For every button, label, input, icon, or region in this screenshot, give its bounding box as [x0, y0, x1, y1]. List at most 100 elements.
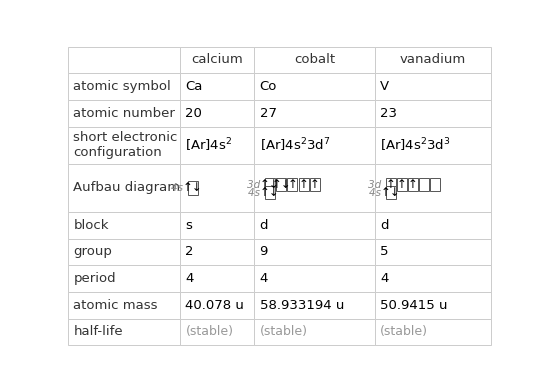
Bar — [397, 178, 407, 191]
Bar — [375, 47, 491, 73]
Text: $\mathregular{[Ar]4s^23d^7}$: $\mathregular{[Ar]4s^23d^7}$ — [259, 137, 330, 154]
Text: ↑↓: ↑↓ — [260, 178, 280, 191]
Text: 2: 2 — [186, 246, 194, 258]
Bar — [299, 178, 308, 191]
Text: ↑↓: ↑↓ — [260, 186, 280, 199]
Text: 23: 23 — [380, 107, 397, 120]
Text: 4: 4 — [380, 272, 389, 285]
Bar — [254, 164, 375, 212]
Text: 5: 5 — [380, 246, 389, 258]
Bar — [265, 186, 275, 199]
Bar — [254, 73, 375, 100]
Text: 50.9415 u: 50.9415 u — [380, 299, 448, 312]
Bar — [430, 178, 441, 191]
Text: ↑: ↑ — [397, 178, 407, 191]
Bar — [375, 100, 491, 126]
Text: period: period — [73, 272, 116, 285]
Bar — [385, 186, 395, 199]
Bar — [68, 126, 180, 164]
Bar — [254, 100, 375, 126]
Bar — [180, 239, 254, 265]
Bar — [254, 319, 375, 345]
Text: ↑: ↑ — [310, 178, 320, 191]
Bar — [375, 319, 491, 345]
Bar — [180, 164, 254, 212]
Text: ↑: ↑ — [299, 178, 308, 191]
Text: atomic mass: atomic mass — [73, 299, 158, 312]
Text: 4s: 4s — [248, 187, 264, 197]
Text: 4s: 4s — [171, 183, 187, 193]
Text: ↑↓: ↑↓ — [381, 186, 400, 199]
Text: d: d — [380, 219, 389, 232]
Bar — [180, 265, 254, 292]
Text: 4s: 4s — [369, 187, 384, 197]
Bar — [276, 178, 286, 191]
Text: short electronic
configuration: short electronic configuration — [73, 131, 177, 159]
Text: 3d: 3d — [247, 180, 264, 190]
Bar — [180, 319, 254, 345]
Text: block: block — [73, 219, 109, 232]
Text: (stable): (stable) — [259, 326, 307, 338]
Bar — [68, 73, 180, 100]
Bar — [180, 73, 254, 100]
Text: ↑: ↑ — [288, 178, 298, 191]
Bar — [254, 126, 375, 164]
Text: (stable): (stable) — [380, 326, 428, 338]
Text: Ca: Ca — [186, 80, 203, 93]
Text: 27: 27 — [259, 107, 276, 120]
Bar — [375, 126, 491, 164]
Bar — [68, 265, 180, 292]
Bar — [408, 178, 418, 191]
Text: 20: 20 — [186, 107, 203, 120]
Text: V: V — [380, 80, 389, 93]
Text: 40.078 u: 40.078 u — [186, 299, 245, 312]
Text: ↑: ↑ — [408, 178, 418, 191]
Text: calcium: calcium — [192, 54, 244, 66]
Bar — [180, 292, 254, 319]
Text: atomic number: atomic number — [73, 107, 175, 120]
Bar — [254, 212, 375, 239]
Text: Co: Co — [259, 80, 277, 93]
Bar — [254, 239, 375, 265]
Text: ↑↓: ↑↓ — [271, 178, 291, 191]
Bar — [68, 319, 180, 345]
Bar — [310, 178, 320, 191]
Bar — [265, 178, 275, 191]
Text: ↑↓: ↑↓ — [183, 182, 203, 194]
Bar — [385, 178, 395, 191]
Text: (stable): (stable) — [186, 326, 234, 338]
Bar — [254, 47, 375, 73]
Text: ↑: ↑ — [385, 178, 395, 191]
Bar — [180, 100, 254, 126]
Text: 4: 4 — [259, 272, 268, 285]
Text: s: s — [186, 219, 192, 232]
Text: half-life: half-life — [73, 326, 123, 338]
Bar — [68, 164, 180, 212]
Text: 4: 4 — [186, 272, 194, 285]
Text: group: group — [73, 246, 112, 258]
Bar — [419, 178, 429, 191]
Bar — [68, 239, 180, 265]
Bar — [254, 265, 375, 292]
Bar — [254, 292, 375, 319]
Text: cobalt: cobalt — [294, 54, 335, 66]
Text: d: d — [259, 219, 268, 232]
Bar — [375, 239, 491, 265]
Bar — [375, 265, 491, 292]
Bar — [375, 212, 491, 239]
Bar — [68, 292, 180, 319]
Text: atomic symbol: atomic symbol — [73, 80, 171, 93]
Text: Aufbau diagram: Aufbau diagram — [73, 182, 180, 194]
Bar — [68, 212, 180, 239]
Text: 58.933194 u: 58.933194 u — [259, 299, 344, 312]
Bar — [375, 73, 491, 100]
Text: 3d: 3d — [368, 180, 384, 190]
Bar — [375, 292, 491, 319]
Bar — [188, 181, 198, 194]
Text: vanadium: vanadium — [400, 54, 466, 66]
Bar — [180, 212, 254, 239]
Bar — [68, 100, 180, 126]
Bar — [180, 47, 254, 73]
Bar — [68, 47, 180, 73]
Bar — [375, 164, 491, 212]
